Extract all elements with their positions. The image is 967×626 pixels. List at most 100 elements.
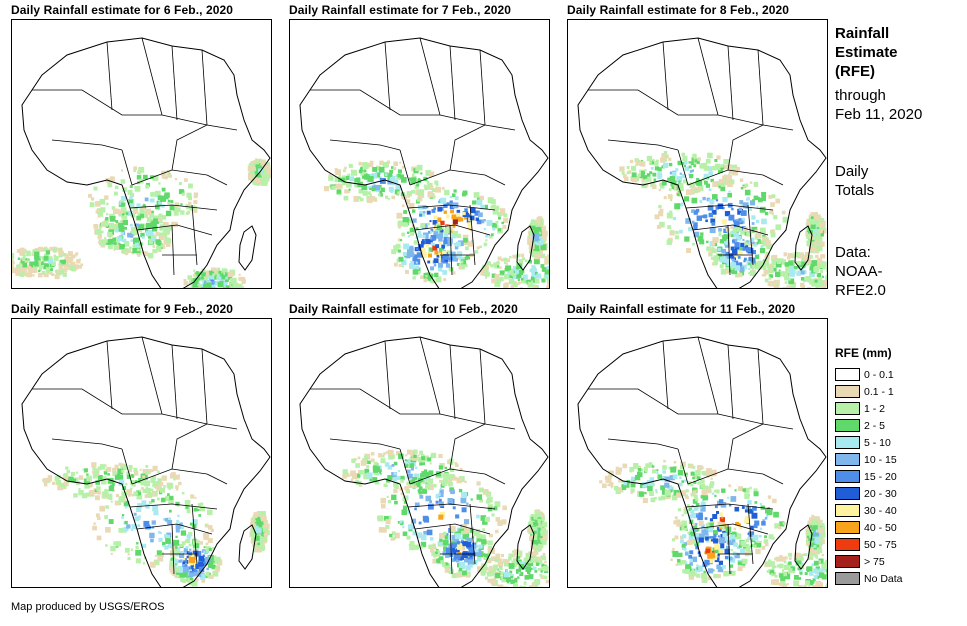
rain-cell: [478, 212, 483, 218]
rain-cell: [403, 210, 407, 214]
rain-cell: [194, 543, 200, 548]
rain-cell: [810, 283, 814, 286]
rain-cell: [699, 239, 705, 245]
rain-cell: [788, 552, 792, 557]
rain-cell: [68, 256, 74, 262]
rain-cell: [205, 556, 210, 562]
rain-cell: [417, 489, 422, 493]
rain-cell: [63, 485, 67, 490]
rain-cell: [444, 568, 450, 573]
rain-cell: [645, 178, 649, 182]
rain-cell: [694, 522, 698, 526]
rain-cell: [680, 535, 684, 540]
rain-cell: [813, 574, 818, 579]
rain-cell: [782, 571, 787, 577]
rain-cell: [125, 212, 129, 215]
rain-cell: [819, 241, 825, 247]
rain-cell: [412, 530, 418, 536]
rain-cell: [733, 527, 737, 531]
rain-cell: [649, 463, 653, 468]
rain-cell: [749, 486, 752, 490]
rain-cell: [251, 517, 257, 524]
rain-cell: [661, 489, 668, 495]
rain-cell: [165, 237, 170, 243]
rain-cell: [185, 505, 189, 509]
rain-cell: [145, 230, 152, 236]
rain-cell: [739, 178, 744, 182]
rain-cell: [438, 498, 442, 502]
rain-cell: [808, 584, 811, 587]
rain-cell: [78, 265, 82, 269]
rain-cell: [425, 483, 431, 490]
rain-cell: [762, 266, 767, 270]
rain-cell: [107, 231, 113, 237]
rain-cell: [499, 571, 504, 576]
rain-cell: [669, 475, 675, 481]
rain-cell: [810, 223, 816, 229]
rain-cell: [409, 540, 415, 546]
rain-cell: [153, 510, 159, 516]
rain-cell: [116, 244, 122, 250]
rain-cell: [670, 466, 677, 473]
rain-cell: [773, 579, 779, 585]
rain-cell: [402, 222, 408, 227]
rain-cell: [743, 519, 748, 524]
rain-cell: [649, 481, 654, 486]
rain-cell: [535, 562, 540, 566]
rain-cell: [700, 484, 705, 489]
rain-cell: [200, 502, 204, 506]
rain-cell: [238, 276, 243, 281]
rain-cell: [668, 162, 673, 167]
rain-cell: [439, 489, 444, 494]
rain-cell: [20, 259, 25, 264]
rain-cell: [532, 278, 537, 283]
rain-cell: [164, 175, 168, 180]
rain-cell: [649, 491, 654, 496]
rain-cell: [130, 227, 136, 233]
rain-cell: [67, 476, 74, 483]
rain-cell: [699, 163, 705, 169]
rain-cell: [494, 501, 501, 507]
africa-map-svg: [299, 37, 549, 288]
rain-cell: [482, 489, 489, 495]
rain-cell: [651, 184, 657, 190]
rain-cell: [656, 471, 659, 474]
rain-cell: [187, 275, 191, 280]
rain-cell: [154, 555, 157, 557]
rain-cell: [448, 267, 452, 271]
rain-cell: [426, 180, 430, 184]
rain-cell: [664, 476, 670, 482]
rain-cell: [403, 195, 408, 200]
rain-cell: [669, 175, 676, 182]
rain-cell: [768, 569, 771, 572]
rain-cell: [476, 196, 482, 201]
rain-cell: [428, 253, 432, 258]
rain-cell: [716, 574, 721, 579]
rain-cell: [805, 222, 810, 227]
rain-cell: [120, 179, 126, 184]
rain-cell: [513, 560, 517, 563]
rain-cell: [334, 183, 340, 189]
rainfall-map: [289, 318, 550, 588]
rain-cell: [527, 560, 534, 567]
rain-cell: [157, 531, 161, 534]
rain-cell: [509, 256, 512, 259]
rain-cell: [115, 228, 119, 233]
coastline: [299, 37, 549, 288]
rain-cell: [501, 578, 506, 583]
rain-cell: [189, 553, 195, 559]
rain-cell: [536, 219, 541, 223]
rain-cell: [115, 220, 119, 223]
rain-cell: [371, 452, 375, 456]
rain-cell: [134, 471, 139, 476]
rain-cell: [724, 211, 731, 217]
rain-cell: [685, 218, 691, 224]
rain-cell: [813, 213, 817, 218]
rain-cell: [351, 473, 358, 480]
rain-cell: [445, 225, 451, 231]
rain-cell: [414, 544, 420, 550]
rain-cell: [739, 266, 745, 272]
rain-cell: [746, 231, 752, 237]
rain-cell: [624, 176, 629, 182]
rain-cell: [510, 575, 514, 579]
